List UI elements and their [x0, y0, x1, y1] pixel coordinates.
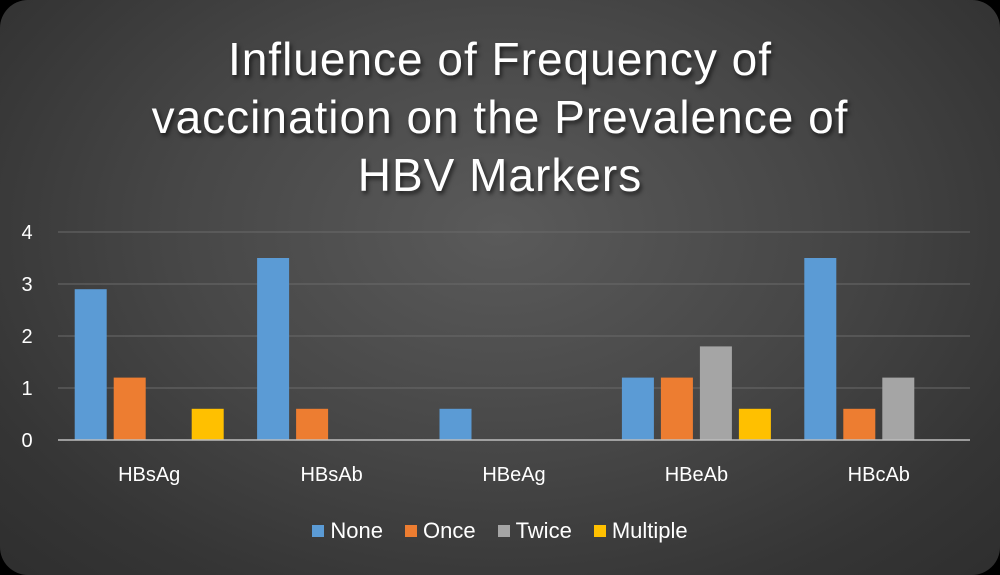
bar-hbcab-none: [804, 258, 837, 440]
legend-label-once: Once: [422, 518, 476, 543]
x-tick-label-hbeag: HBeAg: [482, 464, 545, 486]
legend-label-none: None: [330, 518, 383, 543]
legend-item-twice: Twice: [497, 518, 572, 544]
legend: None Once Twice Multiple: [0, 518, 1000, 544]
legend-item-none: None: [312, 518, 383, 544]
bar-hbcab-twice: [882, 377, 915, 440]
bar-hbeag-none: [439, 408, 472, 440]
bar-hbeab-multiple: [738, 408, 771, 440]
legend-item-once: Once: [404, 518, 476, 544]
legend-label-multiple: Multiple: [611, 518, 688, 543]
legend-swatch-once: [404, 525, 417, 537]
y-tick-label-0: 0: [21, 430, 32, 452]
bar-hbsab-once: [296, 408, 329, 440]
y-tick-label-4: 4: [21, 222, 32, 244]
x-tick-label-hbsag: HBsAg: [118, 464, 180, 486]
y-tick-label-3: 3: [21, 274, 32, 296]
legend-swatch-twice: [497, 525, 510, 537]
bar-hbsab-none: [257, 258, 290, 440]
bar-hbeab-once: [660, 377, 693, 440]
x-tick-label-hbeab: HBeAb: [665, 464, 728, 486]
bar-hbeab-twice: [699, 346, 732, 440]
legend-item-multiple: Multiple: [593, 518, 688, 544]
bar-hbcab-once: [843, 408, 876, 440]
chart-title-line-3: HBV Markers: [357, 149, 643, 201]
bar-hbsag-once: [113, 377, 146, 440]
x-tick-label-hbcab: HBcAb: [848, 464, 910, 486]
y-tick-label-1: 1: [21, 378, 32, 400]
legend-swatch-multiple: [593, 525, 606, 537]
bar-hbsag-none: [74, 289, 107, 440]
legend-label-twice: Twice: [515, 518, 572, 543]
bar-hbsag-multiple: [191, 408, 224, 440]
chart-title-line-2: vaccination on the Prevalence of: [151, 91, 849, 143]
legend-swatch-none: [312, 525, 325, 537]
x-tick-label-hbsab: HBsAb: [300, 464, 362, 486]
chart-title: Influence of Frequency of vaccination on…: [100, 30, 900, 204]
bar-hbeab-none: [621, 377, 654, 440]
y-tick-label-2: 2: [21, 326, 32, 348]
chart-title-line-1: Influence of Frequency of: [227, 33, 773, 85]
